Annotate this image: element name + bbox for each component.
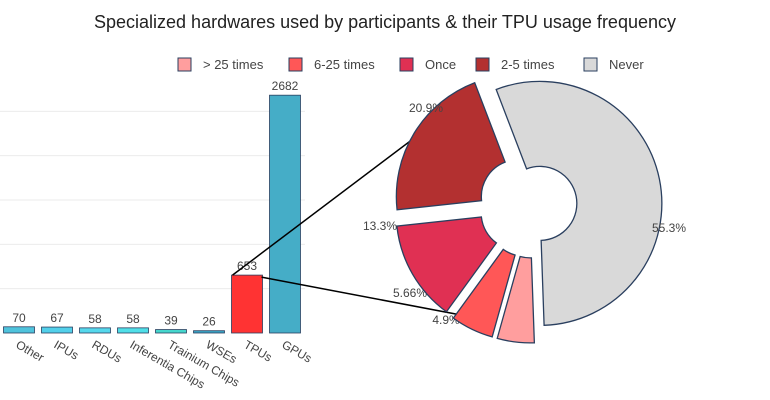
chart-title: Specialized hardwares used by participan… <box>94 12 676 32</box>
bar-value-tpus: 653 <box>237 259 257 273</box>
slice-never[interactable] <box>495 80 663 327</box>
bar-value-ipus: 67 <box>50 311 64 325</box>
x-tick-ipus: IPUs <box>52 337 82 362</box>
bar-inferentia-chips[interactable] <box>117 327 149 334</box>
legend-swatch-once <box>399 57 414 72</box>
bar-tpus[interactable] <box>231 274 263 334</box>
legend-swatch-never <box>583 57 598 72</box>
connector-line-bottom <box>261 276 483 320</box>
slice-label-6-25-times: 5.66% <box>393 286 427 300</box>
slice-label-25-times: 4.9% <box>432 313 460 327</box>
bar-value-trainium-chips: 39 <box>164 314 178 328</box>
bar-gpus[interactable] <box>269 94 301 334</box>
legend-swatch-6-25-times <box>288 57 303 72</box>
slice-25-times[interactable] <box>496 255 536 344</box>
legend-label-6-25-times: 6-25 times <box>314 57 375 72</box>
slice-label-never: 55.3% <box>652 221 686 235</box>
bar-other[interactable] <box>3 326 35 334</box>
bar-value-wses: 26 <box>202 315 216 329</box>
x-tick-rdus: RDUs <box>90 337 125 365</box>
x-tick-gpus: GPUs <box>280 337 315 365</box>
legend-swatch-25-times <box>177 57 192 72</box>
bar-rdus[interactable] <box>79 327 111 334</box>
bar-value-other: 70 <box>12 311 26 325</box>
bar-wses[interactable] <box>193 330 225 334</box>
x-tick-tpus: TPUs <box>242 337 275 364</box>
legend-label-25-times: > 25 times <box>203 57 264 72</box>
slice-label-once: 13.3% <box>363 219 397 233</box>
legend: > 25 times 6-25 times Once 2-5 times Never <box>177 57 644 72</box>
bar-value-rdus: 58 <box>88 312 102 326</box>
bar-trainium-chips[interactable] <box>155 329 187 334</box>
bar-value-gpus: 2682 <box>272 79 299 93</box>
slice-once[interactable] <box>396 216 498 313</box>
bar-value-inferentia-chips: 58 <box>126 312 140 326</box>
donut-series: 4.9% 5.66% 13.3% 20.9% 55.3% <box>363 80 686 344</box>
legend-swatch-2-5-times <box>475 57 490 72</box>
x-tick-other: Other <box>14 337 47 364</box>
slice-2-5-times[interactable] <box>395 81 506 211</box>
slice-label-2-5-times: 20.9% <box>409 101 443 115</box>
legend-label-2-5-times: 2-5 times <box>501 57 555 72</box>
legend-label-once: Once <box>425 57 456 72</box>
legend-label-never: Never <box>609 57 644 72</box>
bar-gridlines <box>0 110 305 290</box>
bar-ipus[interactable] <box>41 326 73 334</box>
slice-6-25-times[interactable] <box>452 248 516 338</box>
